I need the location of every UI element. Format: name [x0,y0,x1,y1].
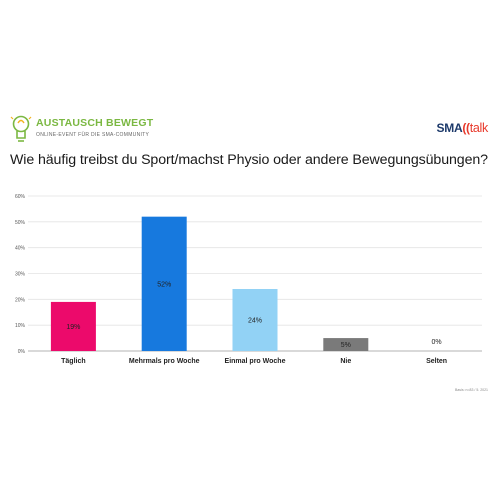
y-tick-label: 30% [15,272,26,278]
bar-value-label: 52% [157,281,171,288]
lightbulb-person-icon [10,115,32,142]
smatalk-logo-talk: talk [469,121,489,135]
bar-chart: 0% 10% 20% 30% 40% 50% 60% 19% Täglich 52% Mehrmal… [15,194,482,365]
smatalk-logo-quote: (( [462,121,470,135]
x-category-label: Täglich [61,358,86,365]
bar [323,338,369,351]
bar-value-label: 19% [66,324,80,331]
bar [141,216,187,351]
smatalk-logo-sma: SMA [436,121,463,135]
bar-value-label: 24% [248,318,262,325]
event-logo-subtitle: ONLINE-EVENT FÜR DIE SMA-COMMUNITY [36,132,150,138]
x-category-label: Mehrmals pro Woche [129,358,200,365]
y-tick-label: 40% [15,246,26,252]
bar-value-label: 5% [341,342,351,349]
y-tick-label: 50% [15,220,26,226]
bar [50,301,96,351]
y-tick-label: 10% [15,323,26,329]
y-tick-label: 60% [15,194,26,200]
x-category-label: Selten [426,358,447,365]
y-tick-label: 0% [18,349,26,355]
bar [232,289,278,351]
x-category-label: Nie [340,358,351,365]
footnote: Basis: n=83 / 5. 2021 [455,388,488,392]
event-logo-name: AUSTAUSCH BEWEGT [36,117,154,129]
bar-value-label: 0% [432,339,442,346]
event-logo: AUSTAUSCH BEWEGT ONLINE-EVENT FÜR DIE SM… [10,112,170,152]
smatalk-logo: SMA((talk [436,121,489,135]
y-tick-label: 20% [15,297,26,303]
survey-question: Wie häufig treibst du Sport/machst Physi… [10,152,488,168]
x-category-label: Einmal pro Woche [225,358,286,365]
